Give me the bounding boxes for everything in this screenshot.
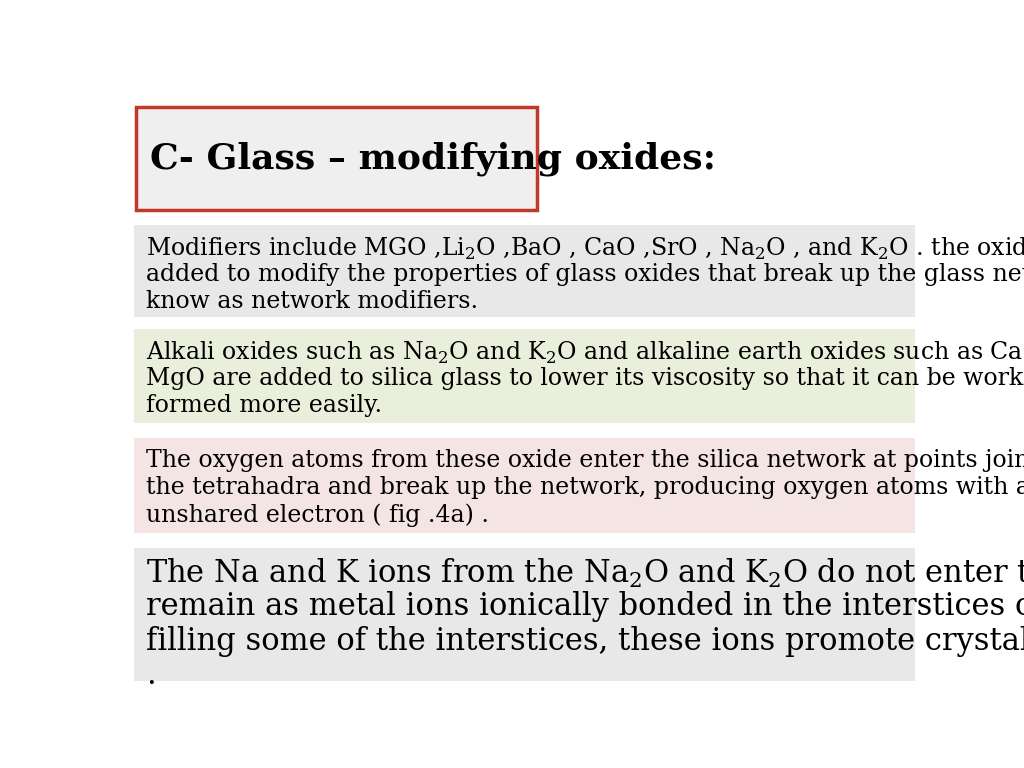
FancyBboxPatch shape	[134, 548, 915, 680]
Text: C- Glass – modifying oxides:: C- Glass – modifying oxides:	[151, 141, 716, 176]
Text: The oxygen atoms from these oxide enter the silica network at points joining: The oxygen atoms from these oxide enter …	[146, 449, 1024, 472]
FancyBboxPatch shape	[136, 107, 537, 210]
Text: filling some of the interstices, these ions promote crystallization of the glass: filling some of the interstices, these i…	[146, 626, 1024, 657]
Text: MgO are added to silica glass to lower its viscosity so that it can be worked an: MgO are added to silica glass to lower i…	[146, 366, 1024, 389]
Text: .: .	[146, 660, 156, 691]
FancyBboxPatch shape	[134, 225, 915, 317]
Text: The Na and K ions from the Na$_{\mathregular{2}}$O and K$_{\mathregular{2}}$O do: The Na and K ions from the Na$_{\mathreg…	[146, 557, 1024, 590]
Text: know as network modifiers.: know as network modifiers.	[146, 290, 478, 313]
Text: Modifiers include MGO ,Li$_{\mathregular{2}}$O ,BaO , CaO ,SrO , Na$_{\mathregul: Modifiers include MGO ,Li$_{\mathregular…	[146, 236, 1024, 262]
FancyBboxPatch shape	[134, 329, 915, 423]
Text: the tetrahadra and break up the network, producing oxygen atoms with an: the tetrahadra and break up the network,…	[146, 476, 1024, 499]
Text: Alkali oxides such as Na$_{\mathregular{2}}$O and K$_{\mathregular{2}}$O and alk: Alkali oxides such as Na$_{\mathregular{…	[146, 339, 1024, 366]
Text: unshared electron ( fig .4a) .: unshared electron ( fig .4a) .	[146, 503, 489, 527]
Text: added to modify the properties of glass oxides that break up the glass network a: added to modify the properties of glass …	[146, 263, 1024, 286]
FancyBboxPatch shape	[134, 438, 915, 533]
Text: remain as metal ions ionically bonded in the interstices of the network.by: remain as metal ions ionically bonded in…	[146, 591, 1024, 622]
Text: formed more easily.: formed more easily.	[146, 394, 382, 417]
